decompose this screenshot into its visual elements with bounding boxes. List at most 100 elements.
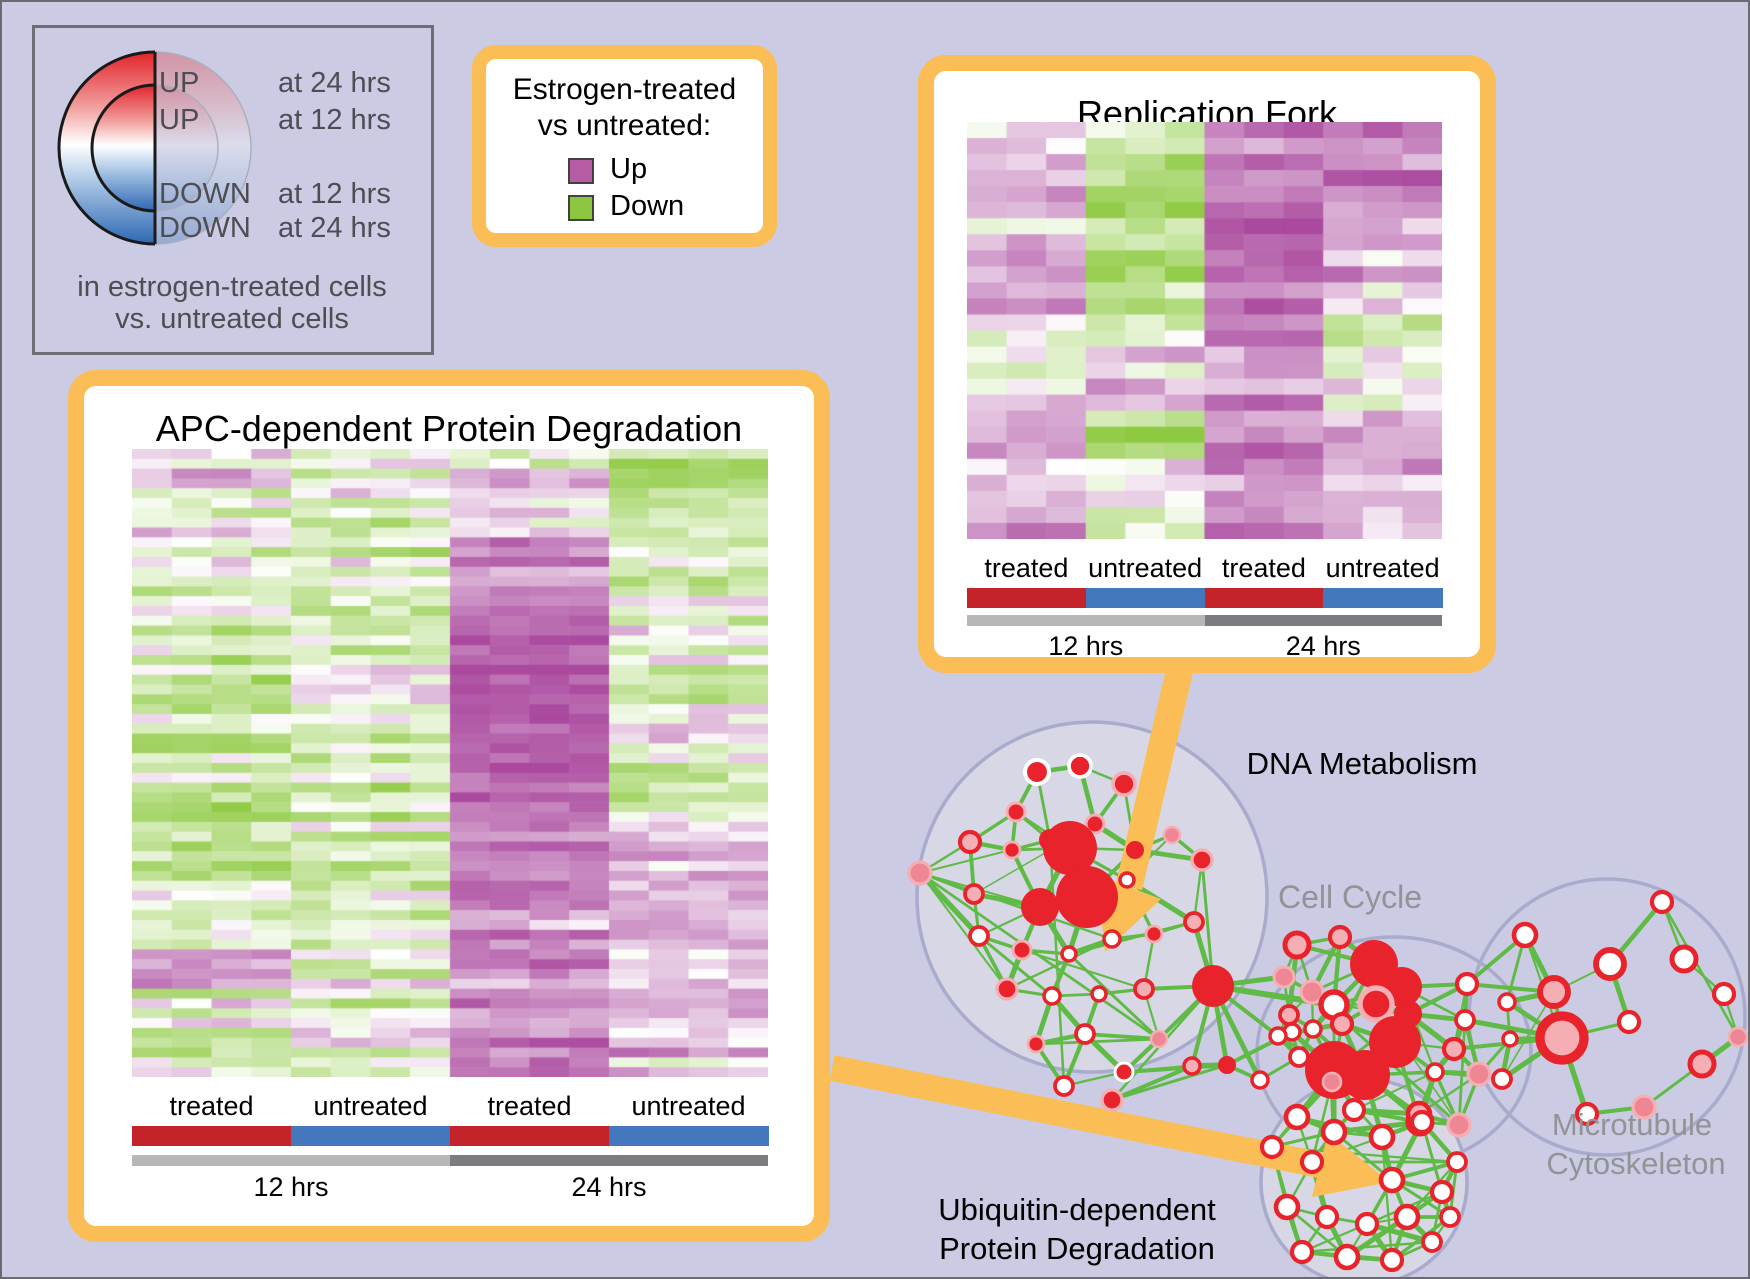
ring-down12-dir: DOWN bbox=[159, 178, 251, 210]
condition-bar-0-treated bbox=[132, 1126, 292, 1146]
ubiquitin-degradation-node bbox=[1299, 1149, 1325, 1175]
dna-metabolism-label: DNA Metabolism bbox=[1247, 746, 1478, 781]
dna-metabolism-node bbox=[1149, 1029, 1169, 1049]
edge bbox=[919, 839, 1051, 874]
cell-cycle-node bbox=[1288, 1046, 1310, 1068]
dna-metabolism-node bbox=[1162, 825, 1182, 845]
edge bbox=[977, 934, 1054, 998]
cell-cycle-node bbox=[1340, 1050, 1390, 1100]
apc-degradation-title: APC-dependent Protein Degradation bbox=[155, 408, 743, 449]
ubiquitin-degradation-node bbox=[1446, 1151, 1468, 1173]
bridge-node bbox=[1218, 1056, 1236, 1074]
cell-cycle-node bbox=[1441, 1036, 1467, 1062]
cell-cycle-node bbox=[1454, 1009, 1476, 1031]
cluster-labels: DNA Metabolism Cell Cycle Microtubule Cy… bbox=[938, 746, 1725, 1266]
condition-bar-2-treated bbox=[1204, 588, 1324, 608]
cell-cycle-label: Cell Cycle bbox=[1278, 879, 1422, 915]
replication-heatmap bbox=[967, 122, 1442, 539]
microtubule-cytoskeleton-node bbox=[1511, 921, 1539, 949]
microtubule-label-line2: Cytoskeleton bbox=[1546, 1146, 1725, 1181]
dna-metabolism-node bbox=[995, 977, 1019, 1001]
dna-metabolism-node bbox=[1067, 753, 1093, 779]
microtubule-cytoskeleton-node bbox=[1497, 992, 1517, 1012]
edge bbox=[1122, 1064, 1194, 1074]
dna-metabolism-node bbox=[1022, 757, 1052, 787]
bridge-node bbox=[1182, 1056, 1202, 1076]
cell-cycle-node bbox=[1282, 930, 1312, 960]
ubiquitin-degradation-node bbox=[1273, 1193, 1301, 1221]
dna-metabolism-node bbox=[1005, 801, 1027, 823]
ring-down12-time: at 12 hrs bbox=[278, 178, 391, 210]
cell-cycle-node bbox=[1394, 1000, 1422, 1028]
dna-metabolism-node bbox=[1111, 771, 1137, 797]
bridge-node bbox=[1100, 1088, 1124, 1112]
ubiquitin-degradation-node bbox=[1439, 1206, 1461, 1228]
edge bbox=[1353, 1071, 1436, 1111]
edge bbox=[1034, 1037, 1161, 1046]
edge bbox=[1110, 1064, 1194, 1102]
ubiquitin-label-line1: Ubiquitin-dependent bbox=[938, 1192, 1216, 1227]
edge bbox=[1110, 1063, 1229, 1102]
ubiquitin-degradation-node bbox=[1283, 1103, 1311, 1131]
microtubule-cytoskeleton-node bbox=[1616, 1009, 1642, 1035]
cell-cycle-node bbox=[1357, 985, 1395, 1023]
dna-metabolism-node bbox=[1002, 840, 1022, 860]
edge bbox=[917, 870, 982, 939]
cell-cycle-node bbox=[1454, 971, 1480, 997]
cell-cycle-node bbox=[1278, 1004, 1300, 1026]
replication-fork-panel: Replication Fork treated untreated treated… bbox=[918, 55, 1496, 673]
dna-metabolism-node bbox=[957, 829, 983, 855]
condition-bar-1-untreated bbox=[1085, 588, 1205, 608]
condition-label-1-untreated: untreated bbox=[1088, 553, 1203, 583]
ubiquitin-degradation-node bbox=[1379, 1247, 1405, 1273]
condition-label-1-untreated: untreated bbox=[313, 1091, 428, 1121]
dna-metabolism-node bbox=[1113, 1061, 1135, 1083]
cell-cycle-node bbox=[1369, 1016, 1421, 1068]
down-label: Down bbox=[610, 190, 685, 222]
condition-bar-2-treated bbox=[450, 1126, 610, 1146]
time-bar-12 hrs bbox=[967, 615, 1205, 626]
microtubule-label-line1: Microtubule bbox=[1552, 1107, 1712, 1142]
ring-legend-box: UP at 24 hrs UP at 12 hrs DOWN at 12 hrs… bbox=[32, 25, 434, 355]
dna-metabolism-node bbox=[1053, 1075, 1075, 1097]
cell-cycle-node bbox=[1446, 1112, 1472, 1138]
condition-label-3-untreated: untreated bbox=[1325, 553, 1440, 583]
time-bar-12 hrs bbox=[132, 1155, 450, 1166]
edge bbox=[918, 871, 1114, 941]
ubiquitin-degradation-node bbox=[1314, 1204, 1340, 1230]
edge bbox=[1300, 1240, 1434, 1254]
cell-cycle-node bbox=[1303, 1019, 1323, 1039]
edge bbox=[1380, 1135, 1394, 1262]
dna-metabolism-node bbox=[1056, 866, 1118, 928]
dna-metabolism-node bbox=[1118, 871, 1136, 889]
time-bar-24 hrs bbox=[1204, 615, 1442, 626]
condition-bar-3-untreated bbox=[1323, 588, 1443, 608]
ring-down24-time: at 24 hrs bbox=[278, 212, 391, 244]
ring-legend-texts: UP at 24 hrs UP at 12 hrs DOWN at 12 hrs… bbox=[77, 67, 391, 335]
cell-cycle-node bbox=[1466, 1061, 1492, 1087]
time-bar-24 hrs bbox=[450, 1155, 768, 1166]
ubiquitin-degradation-node bbox=[1259, 1134, 1285, 1160]
condition-label-3-untreated: untreated bbox=[631, 1091, 746, 1121]
cell-cycle-node bbox=[1299, 979, 1325, 1005]
ring-footer-line2: vs. untreated cells bbox=[115, 303, 349, 335]
ring-up24-dir: UP bbox=[159, 67, 199, 99]
updown-legend-box: Estrogen-treated vs untreated: Up Down bbox=[472, 45, 777, 247]
up-label: Up bbox=[610, 153, 648, 185]
edge bbox=[1660, 900, 1740, 1039]
ubiquitin-degradation-node bbox=[1368, 1123, 1396, 1151]
apc-degradation-panel: APC-dependent Protein Degradation treate… bbox=[68, 370, 830, 1242]
down-color-swatch bbox=[568, 195, 594, 221]
dna-metabolism-node bbox=[1011, 939, 1033, 961]
dna-metabolism-node bbox=[1042, 986, 1062, 1006]
dna-metabolism-node bbox=[1126, 841, 1144, 859]
condition-label-0-treated: treated bbox=[169, 1091, 254, 1121]
ring-faded-half bbox=[155, 51, 252, 245]
microtubule-cytoskeleton-node bbox=[1631, 1094, 1657, 1120]
dna-metabolism-node bbox=[1190, 848, 1214, 872]
condition-label-2-treated: treated bbox=[487, 1091, 572, 1121]
cell-cycle-node bbox=[1272, 965, 1296, 989]
dna-metabolism-node bbox=[1090, 985, 1108, 1003]
ubiquitin-degradation-node bbox=[1421, 1231, 1443, 1253]
bridge-node bbox=[1250, 1070, 1270, 1090]
